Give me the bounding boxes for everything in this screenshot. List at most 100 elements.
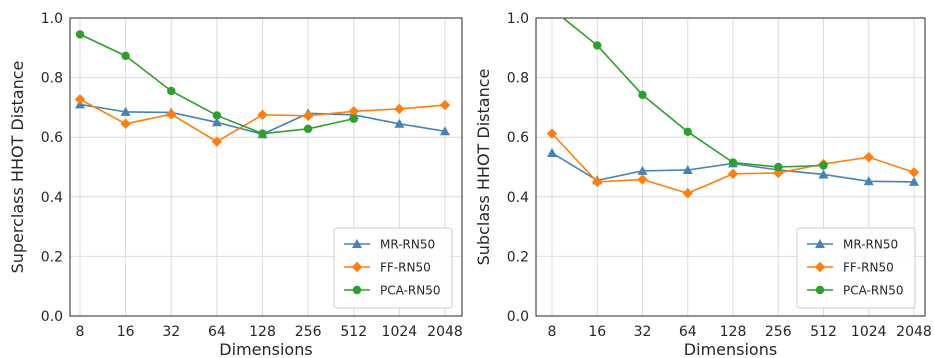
data-point xyxy=(167,86,176,96)
x-tick-label: 2048 xyxy=(896,324,932,340)
y-tick-label: 1.0 xyxy=(507,11,529,27)
legend-label: PCA-RN50 xyxy=(380,284,440,298)
legend-marker xyxy=(351,261,363,273)
data-point xyxy=(121,51,130,61)
legend-label: MR-RN50 xyxy=(380,238,435,252)
data-point xyxy=(166,109,177,120)
data-point xyxy=(637,165,648,175)
data-point xyxy=(728,158,738,167)
chart-panel-2: 0.0 0.2 0.4 0.6 0.8 1.0 8 16 32 64 128 256 512 1024 20… xyxy=(474,5,932,358)
legend-item: FF-RN50 xyxy=(344,261,431,275)
y-tick-label: 0.2 xyxy=(41,249,63,265)
data-point xyxy=(439,99,451,111)
legend-label: FF-RN50 xyxy=(380,261,431,275)
x-tick-label: 1024 xyxy=(851,324,887,340)
legend-item: FF-RN50 xyxy=(807,261,894,275)
y-axis-label: Subclass HHOT Distance xyxy=(474,69,493,266)
series-layer xyxy=(546,5,920,199)
data-point xyxy=(120,106,131,116)
data-point xyxy=(303,124,313,134)
x-tick-label: 256 xyxy=(765,324,792,340)
data-point xyxy=(863,176,874,186)
y-tick-label: 0.6 xyxy=(507,130,529,146)
y-tick-label: 0.0 xyxy=(41,309,63,325)
data-point xyxy=(394,118,405,128)
x-tick-label: 32 xyxy=(634,324,652,340)
legend-item: MR-RN50 xyxy=(807,238,898,252)
data-point xyxy=(593,41,602,50)
data-point xyxy=(638,90,647,100)
legend-marker xyxy=(815,239,825,248)
legend-box xyxy=(333,227,453,309)
x-tick-label: 512 xyxy=(810,324,837,340)
y-tick-label: 0.6 xyxy=(41,130,63,146)
series-layer xyxy=(74,30,451,147)
y-tick-label: 0.8 xyxy=(507,71,529,87)
y-tick-label: 0.8 xyxy=(41,71,63,87)
plot-frame xyxy=(69,17,463,317)
data-point xyxy=(211,136,223,147)
data-point xyxy=(819,161,828,170)
x-tick-label: 128 xyxy=(720,324,747,340)
data-point xyxy=(258,129,267,138)
x-tick-label: 8 xyxy=(76,324,85,340)
data-point xyxy=(75,30,85,39)
x-axis-label: Dimensions xyxy=(219,340,312,358)
data-point xyxy=(682,164,693,174)
data-point xyxy=(592,176,603,188)
data-point xyxy=(909,176,919,186)
data-point xyxy=(394,103,405,115)
legend-item: PCA-RN50 xyxy=(344,284,440,298)
x-tick-label: 16 xyxy=(117,324,135,340)
x-tick-label: 8 xyxy=(548,324,557,340)
x-tick-label: 64 xyxy=(679,324,697,340)
data-point xyxy=(727,168,739,180)
x-tick-label: 128 xyxy=(249,324,276,340)
legend-box xyxy=(796,227,916,309)
legend: MR-RN50 FF-RN50 PCA-RN50 xyxy=(796,227,916,309)
data-point xyxy=(548,5,556,13)
data-point xyxy=(637,174,648,185)
legend-label: PCA-RN50 xyxy=(843,284,903,298)
data-point xyxy=(120,118,131,129)
data-point xyxy=(348,106,359,117)
y-tick-label: 0.2 xyxy=(507,249,529,265)
legend-item: MR-RN50 xyxy=(344,238,435,252)
x-tick-label: 1024 xyxy=(382,324,418,340)
y-tick-label: 1.0 xyxy=(41,11,63,27)
x-tick-label: 512 xyxy=(340,324,367,340)
data-point xyxy=(212,111,222,120)
x-tick-label: 32 xyxy=(162,324,180,340)
data-point xyxy=(818,169,829,179)
data-point xyxy=(546,128,558,139)
y-axis-label: Superclass HHOT Distance xyxy=(8,61,27,274)
data-point xyxy=(257,109,268,121)
legend-label: MR-RN50 xyxy=(843,238,898,252)
data-point xyxy=(547,147,557,157)
legend-marker xyxy=(814,261,826,273)
data-point xyxy=(774,162,783,172)
x-tick-label: 64 xyxy=(208,324,226,340)
data-point xyxy=(682,188,693,199)
legend-item: PCA-RN50 xyxy=(807,284,903,298)
legend: MR-RN50 FF-RN50 PCA-RN50 xyxy=(333,227,453,309)
y-tick-label: 0.4 xyxy=(507,190,529,206)
chart-panel-1: 0.0 0.2 0.4 0.6 0.8 1.0 8 16 32 64 128 256 512 1024 20… xyxy=(8,11,463,358)
data-point xyxy=(211,117,222,127)
plot-frame xyxy=(535,17,926,317)
data-point xyxy=(349,114,358,123)
y-tick-label: 0.4 xyxy=(41,190,63,206)
data-point xyxy=(302,110,314,121)
data-point xyxy=(74,94,86,105)
data-point xyxy=(683,127,692,137)
legend-marker xyxy=(352,285,362,295)
legend-marker xyxy=(352,239,362,248)
data-point xyxy=(773,167,784,179)
data-point xyxy=(440,126,450,136)
data-point xyxy=(863,151,874,163)
legend-marker xyxy=(815,285,825,295)
x-axis-label: Dimensions xyxy=(684,340,777,358)
legend-label: FF-RN50 xyxy=(843,261,894,275)
data-point xyxy=(908,167,920,178)
